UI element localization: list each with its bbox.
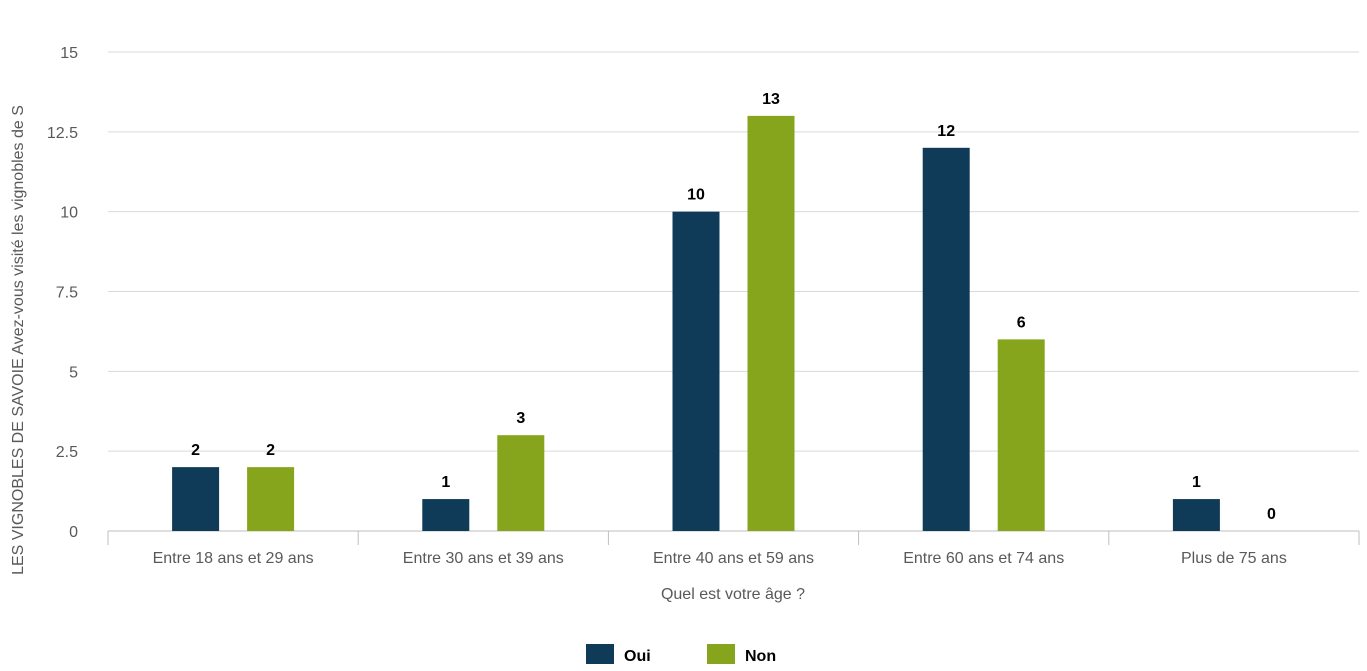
legend: Oui Non xyxy=(586,644,776,665)
y-tick-label: 0 xyxy=(69,524,78,541)
bar-oui-0 xyxy=(172,467,220,531)
bars xyxy=(172,115,1220,532)
y-axis-ticks: 0 2.5 5 7.5 10 12.5 15 xyxy=(47,45,78,541)
data-label: 13 xyxy=(762,91,780,108)
bar-non-3 xyxy=(997,339,1045,531)
x-tick-label: Plus de 75 ans xyxy=(1181,550,1287,567)
x-tick-label: Entre 40 ans et 59 ans xyxy=(653,550,814,567)
y-tick-label: 15 xyxy=(60,45,78,62)
y-tick-label: 10 xyxy=(60,205,78,222)
bar-oui-4 xyxy=(1172,499,1220,531)
data-label: 0 xyxy=(1267,506,1276,523)
data-label: 1 xyxy=(1192,474,1201,491)
bar-non-2 xyxy=(747,115,795,531)
gridlines xyxy=(107,51,1360,545)
x-tick-label: Entre 60 ans et 74 ans xyxy=(903,550,1064,567)
bar-oui-3 xyxy=(922,147,970,532)
y-tick-label: 2.5 xyxy=(56,444,78,461)
x-tick-label: Entre 30 ans et 39 ans xyxy=(403,550,564,567)
data-label: 6 xyxy=(1017,314,1026,331)
y-tick-label: 5 xyxy=(69,364,78,381)
bar-non-1 xyxy=(497,435,545,531)
data-label: 3 xyxy=(516,410,525,427)
y-tick-label: 12.5 xyxy=(47,125,78,142)
y-axis-title: LES VIGNOBLES DE SAVOIE Avez-vous visité… xyxy=(10,105,27,575)
legend-swatch-oui xyxy=(586,644,614,664)
bar-oui-1 xyxy=(422,499,470,531)
legend-label-non: Non xyxy=(745,648,776,665)
x-axis-ticks: Entre 18 ans et 29 ans Entre 30 ans et 39… xyxy=(153,550,1287,567)
data-label: 2 xyxy=(191,442,200,459)
y-tick-label: 7.5 xyxy=(56,285,78,302)
data-label: 10 xyxy=(687,187,705,204)
bar-oui-2 xyxy=(672,211,720,531)
data-label: 12 xyxy=(937,123,955,140)
data-label: 1 xyxy=(441,474,450,491)
legend-swatch-non xyxy=(707,644,735,664)
legend-label-oui: Oui xyxy=(624,648,651,665)
x-axis-title: Quel est votre âge ? xyxy=(661,586,805,603)
bar-non-0 xyxy=(247,467,295,531)
x-tick-label: Entre 18 ans et 29 ans xyxy=(153,550,314,567)
data-label: 2 xyxy=(266,442,275,459)
